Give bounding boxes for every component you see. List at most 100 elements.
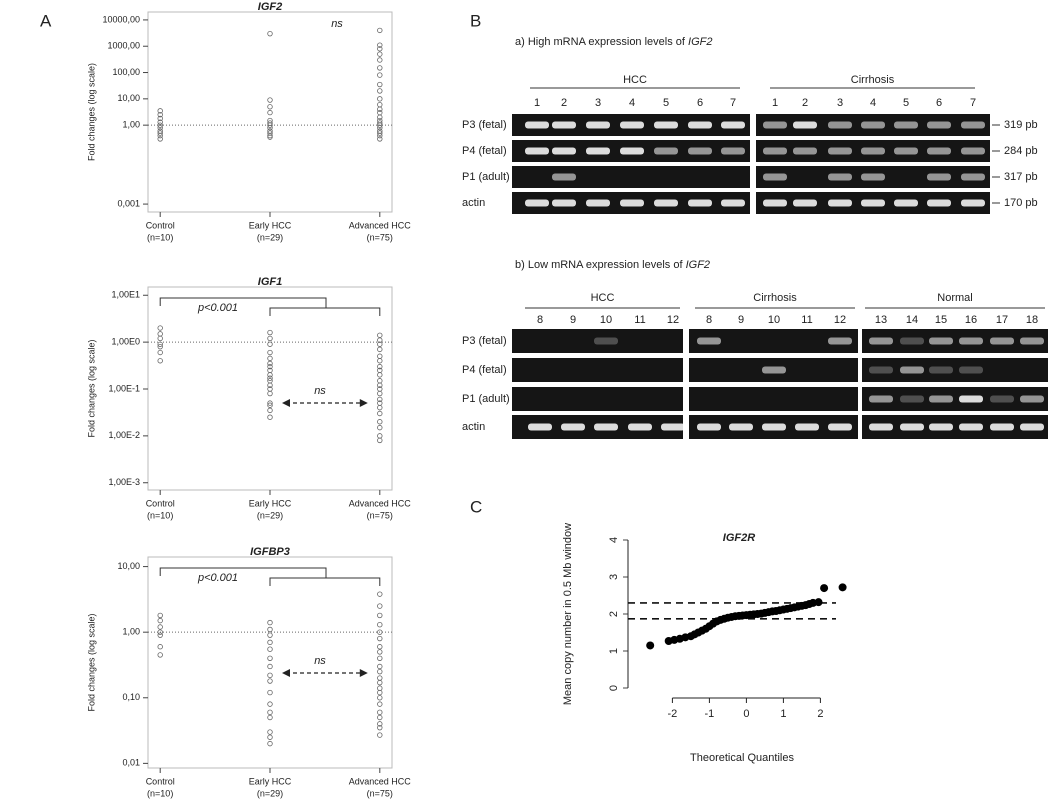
panel-label: B [470, 11, 481, 30]
data-point [377, 701, 383, 707]
gel-band [552, 147, 576, 155]
data-point [267, 678, 273, 684]
data-point [820, 584, 829, 593]
data-point [377, 591, 383, 597]
data-point [377, 644, 383, 650]
gel-band [927, 121, 951, 129]
lane-label: 7 [970, 97, 976, 109]
lane-label: 7 [730, 97, 736, 109]
gel-band [959, 423, 983, 431]
data-point [267, 407, 273, 414]
gel-band [929, 423, 953, 431]
lane-label: 18 [1026, 314, 1038, 326]
data-point [267, 400, 273, 406]
gel-band [586, 199, 610, 207]
data-point [377, 88, 383, 94]
data-point [157, 644, 163, 650]
data-point [377, 96, 383, 102]
lane-label: 6 [697, 97, 703, 109]
data-point [377, 382, 383, 388]
data-point [267, 355, 273, 362]
x-tick-sublabel: (n=29) [257, 232, 283, 242]
data-point [157, 111, 163, 118]
x-tick-sublabel: (n=75) [367, 788, 393, 798]
y-tick-label: 0 [608, 685, 620, 691]
bracket [269, 577, 381, 586]
y-tick-label: 3 [608, 574, 620, 580]
data-point [267, 130, 273, 136]
group-label: HCC [623, 74, 647, 86]
row-label: actin [462, 421, 485, 433]
data-point [267, 30, 273, 37]
gel-band [927, 147, 951, 155]
y-tick-label: 1000,00 [107, 41, 140, 51]
row-label: P1 (adult) [462, 171, 510, 183]
group-label: HCC [591, 292, 615, 304]
gel-band [594, 337, 618, 345]
gel-strip [512, 166, 750, 188]
data-point [377, 42, 383, 48]
gel-band [762, 366, 786, 374]
gel-band [561, 423, 585, 431]
gel-band [620, 199, 644, 207]
data-point [377, 130, 383, 136]
y-tick-label: 0,001 [117, 198, 140, 208]
gel-band [828, 147, 852, 155]
data-point [377, 689, 383, 696]
data-point [157, 132, 163, 139]
data-point [267, 709, 273, 716]
lane-label: 14 [906, 314, 918, 326]
x-tick-label: -2 [668, 708, 678, 720]
gel-band [552, 173, 576, 181]
p-value-label: p<0.001 [197, 302, 238, 314]
x-tick-sublabel: (n=10) [147, 232, 173, 242]
data-point [267, 402, 273, 408]
gel-band [697, 337, 721, 345]
gel-band [929, 337, 953, 345]
data-point [377, 106, 383, 113]
gel-band [869, 366, 893, 374]
gel-band [1020, 395, 1044, 403]
gel-band [828, 423, 852, 431]
chart-title: IGF2 [258, 1, 282, 13]
lane-label: 4 [629, 97, 635, 109]
gel-strip [512, 329, 683, 353]
data-point [377, 404, 383, 411]
gel-band [828, 173, 852, 181]
data-point [267, 714, 273, 721]
lane-label: 4 [870, 97, 876, 109]
lane-label: 15 [935, 314, 947, 326]
row-label: P4 (fetal) [462, 364, 507, 376]
lane-label: 10 [600, 314, 612, 326]
gel-band [661, 423, 685, 431]
data-point [157, 624, 163, 630]
gel-band [586, 121, 610, 129]
lane-label: 10 [768, 314, 780, 326]
data-point [377, 378, 383, 384]
data-point [377, 51, 383, 57]
x-tick-label: Advanced HCC [349, 220, 412, 230]
lane-label: 13 [875, 314, 887, 326]
data-point [267, 740, 273, 747]
data-point [267, 360, 273, 367]
gel-band [763, 199, 787, 207]
gel-band [828, 121, 852, 129]
gel-strip [512, 387, 683, 411]
gel-band [961, 147, 985, 155]
data-point [377, 721, 383, 727]
data-point [267, 341, 273, 347]
gel-title: b) Low mRNA expression levels of IGF2 [515, 259, 710, 271]
gel-band [729, 423, 753, 431]
gel-band [586, 147, 610, 155]
gel-band [628, 423, 652, 431]
gel-band [894, 199, 918, 207]
data-point [377, 419, 383, 425]
data-point [377, 132, 383, 139]
data-point [267, 335, 273, 342]
gel-band [620, 147, 644, 155]
x-tick-label: Control [146, 220, 175, 230]
gel-band [861, 199, 885, 207]
gel-band [721, 147, 745, 155]
gel-band [795, 423, 819, 431]
data-point [377, 675, 383, 681]
